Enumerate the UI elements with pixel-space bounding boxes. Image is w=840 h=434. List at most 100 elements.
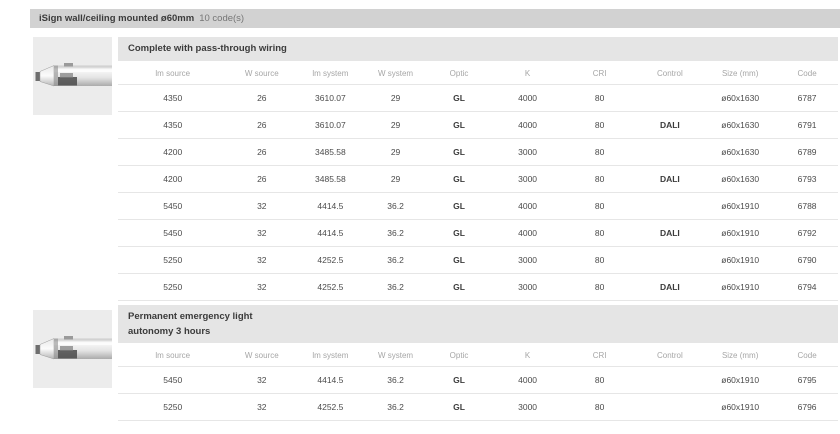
table-row: 4350 26 3610.07 29 GL 4000 80 ø60x1630 6787 bbox=[118, 84, 838, 112]
table-cell: 80 bbox=[594, 200, 605, 211]
table-cell: 3610.07 bbox=[315, 119, 346, 130]
table-cell: GL bbox=[453, 375, 465, 386]
column-header: CRI bbox=[592, 68, 607, 78]
table-cell: 32 bbox=[257, 402, 267, 413]
table-cell: 3000 bbox=[518, 173, 538, 184]
table-cell: 26 bbox=[257, 146, 267, 157]
product-title: iSign wall/ceiling mounted ø60mm bbox=[39, 13, 195, 24]
column-header: Optic bbox=[449, 68, 469, 78]
table-cell: 36.2 bbox=[387, 375, 404, 386]
table-cell: ø60x1910 bbox=[721, 254, 760, 265]
table-cell: DALI bbox=[659, 227, 680, 238]
table-cell: 26 bbox=[257, 92, 267, 103]
table-cell: 4000 bbox=[518, 200, 538, 211]
table-cell: 6788 bbox=[797, 200, 817, 211]
table-cell: ø60x1630 bbox=[721, 119, 760, 130]
table-row: 5450 32 4414.5 36.2 GL 4000 80 ø60x1910 6788 bbox=[118, 192, 838, 220]
table-cell: 4000 bbox=[518, 375, 538, 386]
table-cell: GL bbox=[453, 200, 465, 211]
table-cell: ø60x1630 bbox=[721, 146, 760, 157]
table-cell: 36.2 bbox=[387, 254, 404, 265]
code-count-badge: 10 code(s) bbox=[199, 13, 245, 24]
table-cell: GL bbox=[453, 254, 465, 265]
table-cell: 29 bbox=[390, 146, 401, 157]
table-cell: DALI bbox=[659, 281, 680, 292]
table-cell: 32 bbox=[257, 254, 267, 265]
table-cell: 29 bbox=[390, 173, 401, 184]
table-cell: 32 bbox=[257, 227, 267, 238]
table-cell: 5450 bbox=[163, 227, 183, 238]
table-cell: ø60x1910 bbox=[721, 375, 760, 386]
table-cell: GL bbox=[453, 92, 465, 103]
section-body: Permanent emergency light autonomy 3 hou… bbox=[118, 305, 838, 421]
spec-table-body: 4350 26 3610.07 29 GL 4000 80 ø60x1630 6787 4350 2… bbox=[118, 84, 838, 301]
table-cell bbox=[636, 394, 705, 421]
table-cell: GL bbox=[453, 227, 465, 238]
table-cell: ø60x1910 bbox=[721, 281, 760, 292]
table-row: 4350 26 3610.07 29 GL 4000 80 DALI ø60x1630 6791 bbox=[118, 111, 838, 139]
table-cell: 6789 bbox=[797, 146, 817, 157]
table-cell: 36.2 bbox=[387, 402, 404, 413]
table-cell: 6791 bbox=[797, 119, 817, 130]
section-body: Complete with pass-through wiring lm sou… bbox=[118, 37, 838, 301]
column-header: W system bbox=[377, 68, 414, 78]
table-cell: 4414.5 bbox=[317, 227, 344, 238]
product-thumbnail[interactable] bbox=[33, 310, 112, 388]
table-cell: 6795 bbox=[797, 375, 817, 386]
column-header: lm source bbox=[155, 68, 191, 78]
column-header: Code bbox=[797, 68, 817, 78]
spec-table-header-row: lm source W source lm system W system Optic K… bbox=[118, 61, 838, 85]
table-cell: 6796 bbox=[797, 402, 817, 413]
column-header: Control bbox=[656, 351, 683, 361]
table-cell: 4200 bbox=[163, 146, 183, 157]
table-cell: 4414.5 bbox=[317, 200, 344, 211]
table-cell: 80 bbox=[594, 92, 605, 103]
table-cell: 5450 bbox=[163, 375, 183, 386]
table-cell: 32 bbox=[257, 200, 267, 211]
table-row: 5250 32 4252.5 36.2 GL 3000 80 ø60x1910 6796 bbox=[118, 394, 838, 421]
table-cell: 5250 bbox=[163, 402, 183, 413]
table-cell bbox=[636, 246, 705, 273]
table-cell: 6793 bbox=[797, 173, 817, 184]
table-cell: 3000 bbox=[518, 402, 538, 413]
column-header: W source bbox=[244, 351, 279, 361]
table-cell: 3610.07 bbox=[315, 92, 346, 103]
spec-table: lm source W source lm system W system Optic K… bbox=[118, 343, 838, 421]
table-cell: 6787 bbox=[797, 92, 817, 103]
table-cell: DALI bbox=[659, 119, 680, 130]
table-cell: 80 bbox=[594, 281, 605, 292]
table-cell: 3000 bbox=[518, 146, 538, 157]
table-cell: 6790 bbox=[797, 254, 817, 265]
column-header: Control bbox=[656, 68, 683, 78]
table-cell: 3485.58 bbox=[315, 146, 346, 157]
table-cell: GL bbox=[453, 173, 465, 184]
table-cell: GL bbox=[453, 402, 465, 413]
table-cell: 80 bbox=[594, 375, 605, 386]
table-cell: ø60x1630 bbox=[721, 92, 760, 103]
table-cell: GL bbox=[453, 281, 465, 292]
table-row: 5450 32 4414.5 36.2 GL 4000 80 ø60x1910 6795 bbox=[118, 367, 838, 394]
product-section: Complete with pass-through wiring lm sou… bbox=[33, 37, 838, 301]
table-cell: 80 bbox=[594, 146, 605, 157]
table-cell: 4252.5 bbox=[317, 281, 344, 292]
table-cell: 5250 bbox=[163, 281, 183, 292]
table-cell: 4252.5 bbox=[317, 254, 344, 265]
product-thumbnail[interactable] bbox=[33, 37, 112, 115]
column-header: K bbox=[524, 351, 531, 361]
spec-table-head: lm source W source lm system W system Optic K… bbox=[118, 61, 838, 85]
spec-table: lm source W source lm system W system Optic K… bbox=[118, 61, 838, 301]
column-header: Size (mm) bbox=[721, 351, 759, 361]
table-cell: 32 bbox=[257, 375, 267, 386]
column-header: CRI bbox=[592, 351, 607, 361]
product-header-bar: iSign wall/ceiling mounted ø60mm 10 code… bbox=[30, 9, 840, 28]
tube-light-fixture-icon bbox=[33, 37, 112, 115]
table-cell: 29 bbox=[390, 119, 401, 130]
table-cell: 3000 bbox=[518, 281, 538, 292]
table-cell: DALI bbox=[659, 173, 680, 184]
column-header: Optic bbox=[449, 351, 469, 361]
table-cell: GL bbox=[453, 146, 465, 157]
table-cell: 5450 bbox=[163, 200, 183, 211]
table-cell: 80 bbox=[594, 119, 605, 130]
table-cell: 4252.5 bbox=[317, 402, 344, 413]
